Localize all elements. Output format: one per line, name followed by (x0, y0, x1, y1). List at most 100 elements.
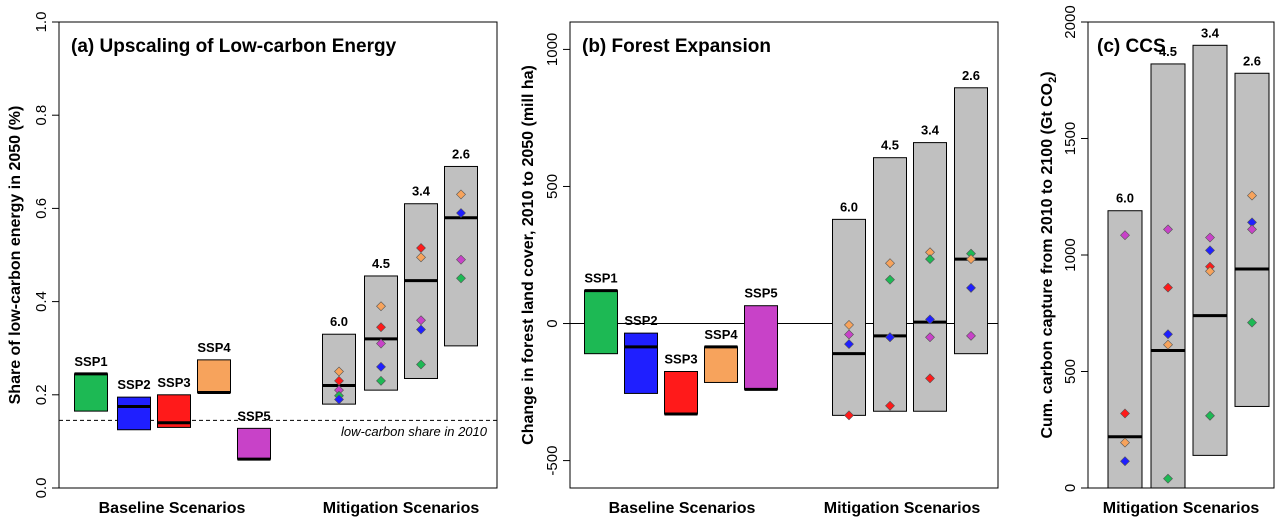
panel-b-point-ssp3 (925, 373, 935, 384)
panel-c-mitigation-label-6-0: 6.0 (1116, 191, 1134, 206)
panel-b-group-baseline: Baseline Scenarios (609, 500, 756, 517)
panel-a-point-ssp2 (334, 394, 344, 405)
panel-a-bar-ssp1 (74, 373, 108, 412)
panel-b-mitigation-label-4-5: 4.5 (881, 138, 899, 153)
panel-a-frame (58, 21, 498, 489)
panel-b-mitigation-bar-2-6 (954, 87, 988, 355)
panel-c-point-ssp5 (1163, 224, 1173, 235)
panel-b-point-ssp3 (844, 410, 854, 421)
panel-a-ylabel: Share of low-carbon energy in 2050 (%) (7, 106, 24, 405)
panel-a-point-ssp1 (376, 375, 386, 386)
panel-b-point-ssp4 (966, 254, 976, 265)
panel-c-point-ssp4 (1120, 437, 1130, 448)
panel-c-point-ssp2 (1120, 456, 1130, 467)
panel-a-mitigation-label-2-6: 2.6 (452, 146, 470, 161)
panel-b-bar-label-ssp1: SSP1 (584, 271, 617, 286)
panel-c-point-ssp5 (1120, 230, 1130, 241)
panel-c-point-ssp3 (1120, 408, 1130, 419)
panel-b-bar-ssp3 (664, 371, 698, 415)
panel-c-mitigation-bar-3-4 (1192, 44, 1228, 456)
panel-c-ylabel-close: ) (1039, 71, 1056, 76)
panel-c-point-ssp1 (1247, 317, 1257, 328)
panel-b-point-ssp5 (844, 329, 854, 340)
panel-c-ylabel-sub: 2 (1047, 77, 1059, 83)
panel-b-point-ssp4 (885, 258, 895, 269)
panel-c-point-ssp1 (1205, 410, 1215, 421)
panel-a-point-ssp4 (456, 189, 466, 200)
panel-b-bar-ssp2 (624, 332, 658, 394)
panel-b-bar-label-ssp4: SSP4 (704, 327, 738, 342)
panel-c-point-ssp2 (1163, 329, 1173, 340)
panel-c-point-ssp2 (1205, 245, 1215, 256)
panel-b-mitigation-bar-3-4 (913, 142, 947, 412)
panel-b-bar-label-ssp5: SSP5 (744, 286, 777, 301)
panel-b-frame (569, 21, 999, 489)
panel-b-mitigation-label-3-4: 3.4 (921, 123, 940, 138)
panel-a-mitigation-bar-4-5 (364, 275, 398, 391)
panel-a-title: (a) Upscaling of Low-carbon Energy (71, 36, 397, 57)
panel-b-bar-label-ssp2: SSP2 (624, 313, 657, 328)
panel-b-point-ssp1 (885, 274, 895, 285)
panel-c-point-ssp5 (1247, 224, 1257, 235)
panel-a-reference-label: low-carbon share in 2010 (341, 424, 488, 439)
panel-b-bar-ssp4 (704, 346, 738, 383)
panel-b-ytick-label: -500 (544, 446, 561, 476)
panel-b-point-ssp1 (925, 254, 935, 265)
panel-a-ytick-label: 0.8 (33, 105, 50, 126)
panel-a-bar-label-ssp4: SSP4 (197, 340, 231, 355)
panel-a-point-ssp5 (376, 338, 386, 349)
panel-a-mitigation-label-3-4: 3.4 (412, 184, 431, 199)
panel-a-point-ssp3 (376, 322, 386, 333)
panel-c-mitigation-label-4-5: 4.5 (1159, 44, 1177, 59)
panel-b-mitigation-label-6-0: 6.0 (840, 199, 858, 214)
panel-a-ytick-label: 1.0 (33, 12, 50, 33)
panel-a-bar-ssp2 (117, 396, 151, 431)
panel-a-point-ssp2 (416, 324, 426, 335)
panel-a-bar-label-ssp1: SSP1 (74, 354, 107, 369)
panel-b-point-ssp5 (966, 330, 976, 341)
panel-c-ccs: (c) CCS Cum. carbon capture from 2010 to… (1039, 5, 1275, 517)
panel-c-point-ssp4 (1247, 190, 1257, 201)
panel-a-ytick-label: 0.6 (33, 198, 50, 219)
panel-b-bar-label-ssp3: SSP3 (664, 352, 697, 367)
panel-a-bar-ssp4 (197, 359, 231, 393)
panel-c-mitigation-bar-4-5 (1150, 63, 1186, 489)
panel-b-forest-expansion: (b) Forest Expansion Change in forest la… (520, 21, 999, 517)
panel-c-point-ssp1 (1163, 473, 1173, 484)
panel-a-point-ssp4 (376, 301, 386, 312)
panel-c-ylabel: Cum. carbon capture from 2010 to 2100 (G… (1039, 71, 1059, 438)
panel-c-ytick-label: 0 (1062, 484, 1079, 492)
panel-c-ytick-label: 500 (1062, 359, 1079, 384)
panel-c-mitigation-label-3-4: 3.4 (1201, 25, 1220, 40)
panel-b-point-ssp3 (885, 400, 895, 411)
panel-b-mitigation-bar-6-0 (832, 218, 866, 416)
panel-c-title: (c) CCS (1097, 36, 1166, 57)
panel-b-point-ssp4 (844, 319, 854, 330)
panel-c-point-ssp4 (1205, 266, 1215, 277)
panel-b-ytick-label: 500 (544, 174, 561, 199)
panel-b-point-ssp2 (844, 339, 854, 350)
panel-c-ylabel-main: Cum. carbon capture from 2010 to 2100 (G… (1039, 83, 1056, 439)
panel-b-mitigation-label-2-6: 2.6 (962, 68, 980, 83)
panel-b-ytick-label: 1000 (544, 33, 561, 66)
panel-a-mitigation-bar-3-4 (404, 203, 438, 379)
panel-b-point-ssp5 (925, 332, 935, 343)
panel-b-ylabel: Change in forest land cover, 2010 to 205… (520, 65, 537, 445)
panel-c-ytick-label: 2000 (1062, 5, 1079, 38)
panel-b-point-ssp2 (925, 314, 935, 325)
panel-c-mitigation-label-2-6: 2.6 (1243, 53, 1261, 68)
panel-a-ytick-label: 0.4 (33, 291, 50, 312)
panel-c-point-ssp5 (1205, 232, 1215, 243)
panel-b-bar-ssp5 (744, 305, 778, 390)
panel-a-group-baseline: Baseline Scenarios (99, 500, 246, 517)
panel-a-low-carbon-energy: (a) Upscaling of Low-carbon Energy Share… (7, 12, 498, 517)
panel-a-bar-label-ssp2: SSP2 (117, 377, 150, 392)
panel-c-point-ssp3 (1163, 282, 1173, 293)
panel-a-bar-label-ssp3: SSP3 (157, 375, 190, 390)
panel-a-mitigation-label-6-0: 6.0 (330, 314, 348, 329)
panel-a-mitigation-label-4-5: 4.5 (372, 256, 390, 271)
panel-b-point-ssp2 (885, 332, 895, 343)
panel-c-ytick-label: 1000 (1062, 238, 1079, 271)
panel-b-title: (b) Forest Expansion (582, 36, 771, 57)
